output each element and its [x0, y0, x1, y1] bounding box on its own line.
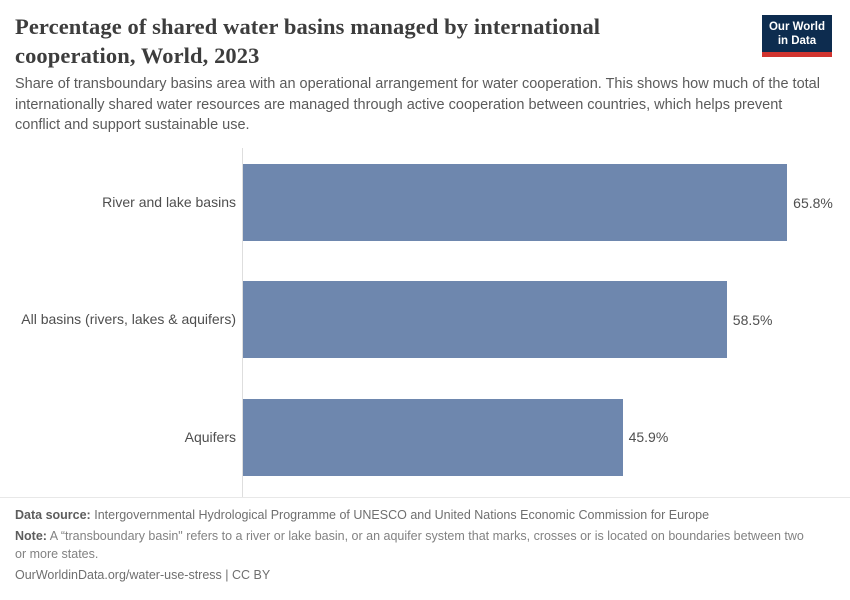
value-label: 65.8% [793, 194, 833, 211]
note-line: Note: A “transboundary basin" refers to … [15, 527, 815, 563]
bar[interactable] [243, 164, 788, 241]
chart-title: Percentage of shared water basins manage… [15, 14, 601, 68]
data-source-text: Intergovernmental Hydrological Programme… [94, 508, 710, 522]
value-label: 58.5% [732, 311, 773, 328]
owid-logo[interactable]: Our World in Data [761, 15, 832, 57]
attribution-line: OurWorldinData.org/water-use-stress | CC… [15, 568, 271, 583]
chart-row: All basins (rivers, lakes & aquifers) 58.… [0, 281, 850, 359]
data-source-line: Data source: Intergovernmental Hydrologi… [15, 506, 815, 524]
note-label: Note: [15, 529, 47, 544]
chart-subtitle: Share of transboundary basins area with … [15, 76, 820, 134]
chart-row: Aquifers 45.9% [0, 398, 850, 476]
category-label: All basins (rivers, lakes & aquifers) [21, 311, 236, 328]
bar-chart: River and lake basins 65.8% All basins (ri… [0, 148, 850, 497]
y-axis-line [242, 148, 243, 497]
value-label: 45.9% [628, 429, 669, 446]
footer-divider [0, 497, 850, 498]
category-label: River and lake basins [102, 194, 236, 211]
category-label: Aquifers [184, 428, 236, 445]
owid-logo-line1: Our World [768, 21, 825, 33]
owid-logo-line2: in Data [777, 35, 817, 47]
bar[interactable] [243, 398, 623, 476]
chart-footer: Data source: Intergovernmental Hydrologi… [15, 506, 815, 588]
note-text: A “transboundary basin" refers to a rive… [15, 529, 804, 562]
chart-row: River and lake basins 65.8% [0, 164, 850, 241]
data-source-label: Data source: [15, 508, 91, 522]
bar[interactable] [243, 281, 727, 359]
